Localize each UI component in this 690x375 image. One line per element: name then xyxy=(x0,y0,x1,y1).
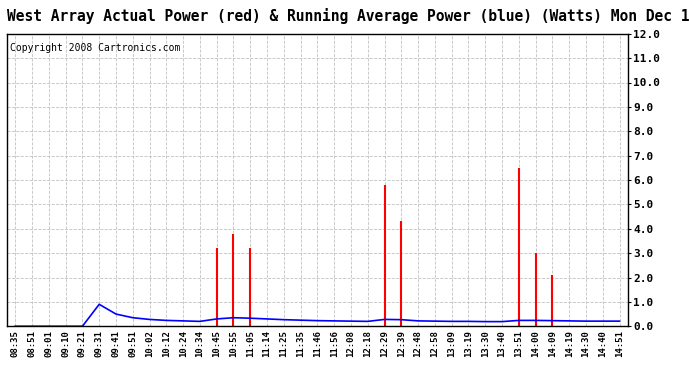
Text: Copyright 2008 Cartronics.com: Copyright 2008 Cartronics.com xyxy=(10,42,180,52)
Text: West Array Actual Power (red) & Running Average Power (blue) (Watts) Mon Dec 1 1: West Array Actual Power (red) & Running … xyxy=(7,8,690,24)
